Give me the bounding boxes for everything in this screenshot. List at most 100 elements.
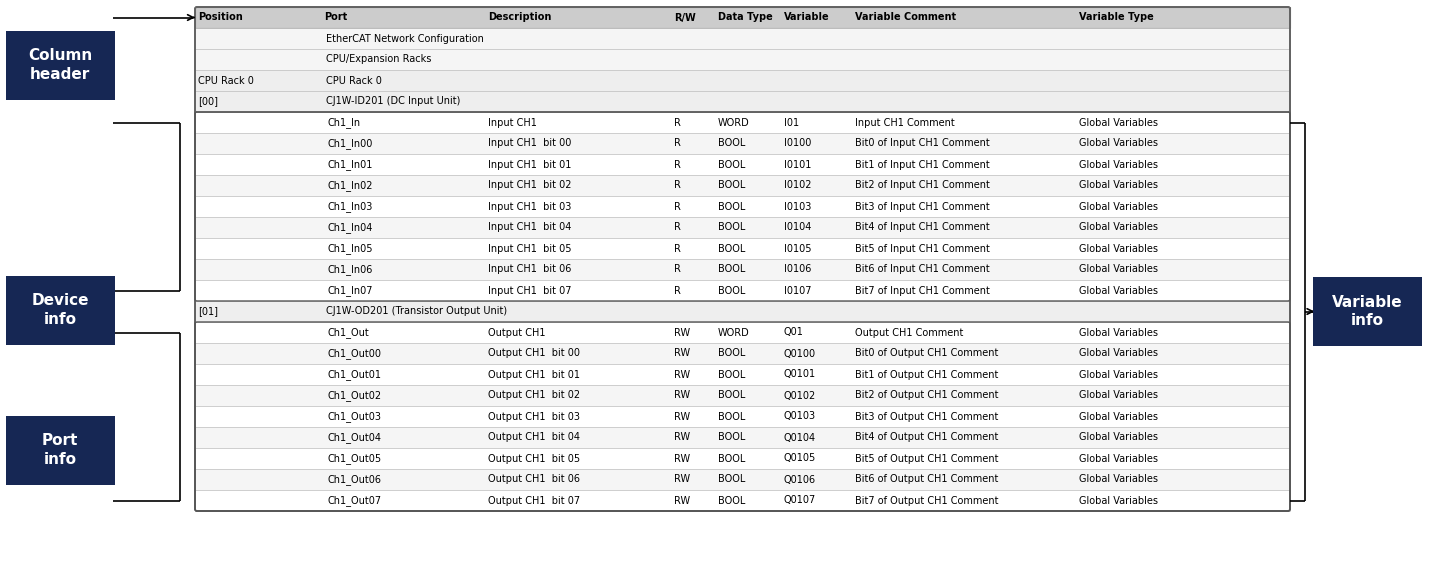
Text: Global Variables: Global Variables <box>1080 201 1158 211</box>
Text: Global Variables: Global Variables <box>1080 349 1158 359</box>
Text: BOOL: BOOL <box>717 159 746 169</box>
Text: R: R <box>674 222 682 232</box>
Text: Output CH1  bit 07: Output CH1 bit 07 <box>488 495 580 506</box>
Text: Global Variables: Global Variables <box>1080 411 1158 421</box>
Text: Input CH1  bit 02: Input CH1 bit 02 <box>488 180 571 190</box>
Text: [01]: [01] <box>198 307 218 317</box>
Text: Global Variables: Global Variables <box>1080 495 1158 506</box>
Text: [00]: [00] <box>198 97 218 107</box>
FancyBboxPatch shape <box>1313 277 1422 346</box>
Text: Ch1_Out04: Ch1_Out04 <box>328 432 382 443</box>
Bar <box>195 469 1290 490</box>
Text: Global Variables: Global Variables <box>1080 139 1158 148</box>
Text: I01: I01 <box>783 118 799 127</box>
Bar <box>195 364 1290 385</box>
Text: Ch1_In05: Ch1_In05 <box>328 243 374 254</box>
Text: Global Variables: Global Variables <box>1080 118 1158 127</box>
Text: Output CH1  bit 02: Output CH1 bit 02 <box>488 391 580 400</box>
Text: Q0107: Q0107 <box>783 495 816 506</box>
Text: Bit6 of Input CH1 Comment: Bit6 of Input CH1 Comment <box>855 264 990 275</box>
Text: Q01: Q01 <box>783 328 803 338</box>
Text: Variable Type: Variable Type <box>1080 12 1154 23</box>
Text: Ch1_In07: Ch1_In07 <box>328 285 374 296</box>
Text: Input CH1  bit 05: Input CH1 bit 05 <box>488 243 571 254</box>
Text: Bit5 of Input CH1 Comment: Bit5 of Input CH1 Comment <box>855 243 990 254</box>
Text: BOOL: BOOL <box>717 453 746 463</box>
Text: R: R <box>674 180 682 190</box>
Text: Ch1_Out03: Ch1_Out03 <box>328 411 382 422</box>
Text: R: R <box>674 243 682 254</box>
Bar <box>195 406 1290 427</box>
Bar <box>195 385 1290 406</box>
Bar <box>195 175 1290 196</box>
Text: BOOL: BOOL <box>717 411 746 421</box>
Text: RW: RW <box>674 349 690 359</box>
Text: Port: Port <box>324 12 347 23</box>
Text: Bit1 of Input CH1 Comment: Bit1 of Input CH1 Comment <box>855 159 990 169</box>
Text: Input CH1: Input CH1 <box>488 118 537 127</box>
Text: RW: RW <box>674 474 690 484</box>
Text: Global Variables: Global Variables <box>1080 432 1158 442</box>
Text: Bit5 of Output CH1 Comment: Bit5 of Output CH1 Comment <box>855 453 998 463</box>
Text: BOOL: BOOL <box>717 243 746 254</box>
Text: Q0105: Q0105 <box>783 453 816 463</box>
Text: Output CH1  bit 05: Output CH1 bit 05 <box>488 453 580 463</box>
Text: BOOL: BOOL <box>717 432 746 442</box>
Text: CPU Rack 0: CPU Rack 0 <box>198 76 253 86</box>
Bar <box>195 133 1290 154</box>
Text: RW: RW <box>674 391 690 400</box>
Text: Variable: Variable <box>783 12 829 23</box>
Text: BOOL: BOOL <box>717 349 746 359</box>
Text: Input CH1  bit 07: Input CH1 bit 07 <box>488 286 571 296</box>
Text: BOOL: BOOL <box>717 222 746 232</box>
Text: Port
info: Port info <box>42 433 79 467</box>
Text: Bit1 of Output CH1 Comment: Bit1 of Output CH1 Comment <box>855 370 998 379</box>
Text: R: R <box>674 118 682 127</box>
Text: R: R <box>674 159 682 169</box>
Text: Ch1_Out06: Ch1_Out06 <box>328 474 382 485</box>
Text: R: R <box>674 286 682 296</box>
Text: Ch1_In01: Ch1_In01 <box>328 159 374 170</box>
Text: Global Variables: Global Variables <box>1080 180 1158 190</box>
FancyBboxPatch shape <box>6 416 115 484</box>
Text: I0100: I0100 <box>783 139 811 148</box>
Text: Ch1_Out02: Ch1_Out02 <box>328 390 382 401</box>
Text: Input CH1  bit 06: Input CH1 bit 06 <box>488 264 571 275</box>
Text: Ch1_Out: Ch1_Out <box>328 327 369 338</box>
Text: Bit7 of Input CH1 Comment: Bit7 of Input CH1 Comment <box>855 286 990 296</box>
Text: Global Variables: Global Variables <box>1080 264 1158 275</box>
Text: Bit4 of Output CH1 Comment: Bit4 of Output CH1 Comment <box>855 432 998 442</box>
Text: Bit6 of Output CH1 Comment: Bit6 of Output CH1 Comment <box>855 474 998 484</box>
Text: BOOL: BOOL <box>717 474 746 484</box>
Text: BOOL: BOOL <box>717 391 746 400</box>
FancyBboxPatch shape <box>6 30 115 100</box>
Text: Q0102: Q0102 <box>783 391 816 400</box>
Text: Output CH1 Comment: Output CH1 Comment <box>855 328 964 338</box>
Bar <box>195 91 1290 112</box>
Text: Column
header: Column header <box>27 48 92 82</box>
Bar <box>195 196 1290 217</box>
Text: I0102: I0102 <box>783 180 812 190</box>
Bar <box>195 280 1290 301</box>
Text: WORD: WORD <box>717 118 750 127</box>
Text: Bit4 of Input CH1 Comment: Bit4 of Input CH1 Comment <box>855 222 990 232</box>
Text: Global Variables: Global Variables <box>1080 243 1158 254</box>
Text: Ch1_In04: Ch1_In04 <box>328 222 374 233</box>
Text: Ch1_In03: Ch1_In03 <box>328 201 374 212</box>
Bar <box>195 49 1290 70</box>
Text: Ch1_In02: Ch1_In02 <box>328 180 374 191</box>
Text: I0101: I0101 <box>783 159 811 169</box>
Text: Bit0 of Output CH1 Comment: Bit0 of Output CH1 Comment <box>855 349 998 359</box>
Text: Position: Position <box>198 12 243 23</box>
Bar <box>195 322 1290 343</box>
Bar <box>195 490 1290 511</box>
FancyBboxPatch shape <box>6 275 115 345</box>
Text: BOOL: BOOL <box>717 370 746 379</box>
Text: Global Variables: Global Variables <box>1080 159 1158 169</box>
Text: RW: RW <box>674 453 690 463</box>
Bar <box>195 343 1290 364</box>
Text: Input CH1  bit 04: Input CH1 bit 04 <box>488 222 571 232</box>
Text: I0104: I0104 <box>783 222 811 232</box>
Text: RW: RW <box>674 370 690 379</box>
Text: CJ1W-ID201 (DC Input Unit): CJ1W-ID201 (DC Input Unit) <box>326 97 460 107</box>
